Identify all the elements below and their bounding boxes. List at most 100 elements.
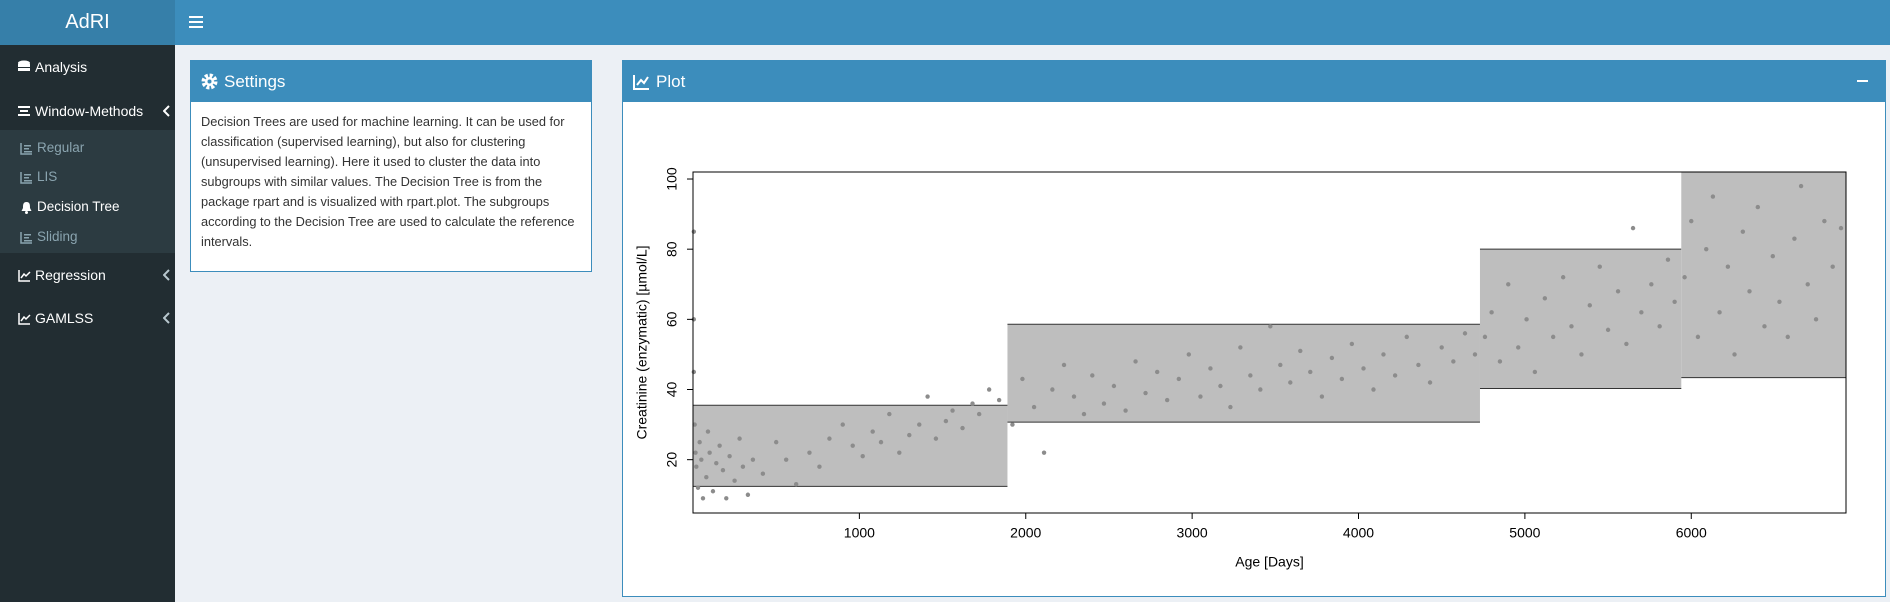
data-point [1624, 341, 1629, 347]
data-point [1176, 376, 1182, 382]
data-point [705, 429, 711, 434]
data-point [897, 450, 902, 455]
data-point [1762, 324, 1767, 329]
data-point [1041, 450, 1047, 455]
reference-interval [693, 405, 1008, 487]
app-title[interactable]: AdRI [0, 0, 175, 45]
data-point [1672, 299, 1677, 305]
data-point [745, 492, 751, 497]
data-point [1198, 394, 1203, 399]
data-point [691, 369, 697, 375]
data-point [1785, 334, 1790, 340]
data-point [1506, 282, 1511, 287]
data-point [1339, 376, 1345, 382]
data-point [693, 450, 698, 455]
data-point [1381, 352, 1386, 357]
data-point [783, 457, 789, 462]
data-point [1579, 352, 1584, 357]
reference-interval [1681, 172, 1846, 378]
data-point [1071, 394, 1077, 399]
data-point [1830, 264, 1835, 269]
data-point [1695, 334, 1701, 340]
menu-item[interactable]: GAMLSS [18, 308, 178, 328]
x-tick-label: 2000 [1010, 525, 1041, 541]
menu-label[interactable]: Regression [35, 267, 106, 283]
data-point [933, 436, 939, 441]
data-point [691, 229, 697, 234]
data-point [793, 482, 799, 487]
reference-interval [1007, 324, 1480, 423]
data-point [1186, 352, 1192, 357]
data-point [1497, 359, 1503, 364]
data-point [1717, 310, 1722, 315]
menu-label[interactable]: Decision Tree [37, 199, 120, 214]
data-point [878, 439, 884, 445]
data-point [970, 401, 975, 406]
data-point [817, 464, 822, 469]
submenu-item[interactable]: Decision Tree [20, 197, 120, 217]
gear-icon [201, 73, 218, 90]
collapse-button[interactable] [1857, 79, 1869, 83]
data-point [1258, 387, 1263, 392]
data-point [1329, 355, 1335, 361]
data-point [1740, 229, 1746, 234]
data-point [1516, 345, 1521, 350]
data-point [1404, 334, 1409, 340]
data-point [1081, 411, 1087, 417]
data-point [1392, 373, 1398, 378]
menu-label[interactable]: Window-Methods [35, 103, 144, 119]
data-point [1747, 289, 1752, 294]
menu-label[interactable]: GAMLSS [35, 310, 94, 326]
menu-label[interactable]: Regular [37, 140, 85, 155]
menu-label[interactable]: LIS [37, 169, 58, 184]
data-point [1123, 408, 1128, 413]
data-point [717, 443, 722, 448]
data-point [1361, 366, 1366, 371]
data-point [1587, 303, 1592, 308]
y-tick-label: 40 [664, 382, 680, 398]
data-point [1704, 246, 1709, 252]
y-tick-label: 20 [664, 452, 680, 468]
data-point [695, 485, 701, 490]
box-header: Settings [191, 61, 591, 102]
settings-box: Settings Decision Trees are used for mac… [190, 60, 592, 272]
submenu-item[interactable]: Sliding [20, 227, 78, 247]
data-point [1371, 387, 1376, 392]
data-point [960, 425, 965, 431]
data-point [1524, 317, 1529, 322]
submenu-item[interactable]: Regular [20, 138, 84, 158]
data-point [1238, 345, 1243, 350]
data-point [1133, 359, 1138, 364]
submenu-item[interactable]: LIS [20, 167, 57, 187]
menu-item[interactable]: Regression [18, 265, 178, 285]
data-point [1657, 324, 1662, 329]
menu-item[interactable]: Analysis [18, 57, 87, 77]
data-point [737, 436, 742, 441]
data-point [740, 464, 746, 469]
chart: 1000 2000 3000 4000 5000 6000 20 40 60 80 100 Age [… [634, 167, 1847, 570]
menu-label[interactable]: Sliding [37, 229, 78, 244]
data-point [707, 450, 712, 455]
reference-interval [1479, 249, 1682, 389]
plot-frame [692, 171, 1847, 514]
data-point [850, 443, 855, 448]
data-point [887, 411, 892, 417]
data-point [1615, 289, 1621, 294]
icon [20, 231, 32, 244]
data-point [1732, 352, 1737, 357]
data-point [925, 394, 930, 399]
data-point [1597, 264, 1602, 269]
data-point [1298, 348, 1303, 354]
data-point [1472, 352, 1478, 357]
data-point [1532, 369, 1538, 375]
data-point [1143, 390, 1148, 396]
data-point [1319, 394, 1325, 399]
data-point [827, 436, 832, 441]
data-point [1755, 204, 1761, 210]
menu-label[interactable]: Analysis [35, 59, 88, 75]
menu-toggle[interactable] [189, 15, 205, 29]
data-point [720, 467, 726, 473]
data-point [1805, 282, 1810, 287]
data-point [986, 387, 992, 392]
menu-item[interactable]: Window-Methods [18, 101, 178, 121]
